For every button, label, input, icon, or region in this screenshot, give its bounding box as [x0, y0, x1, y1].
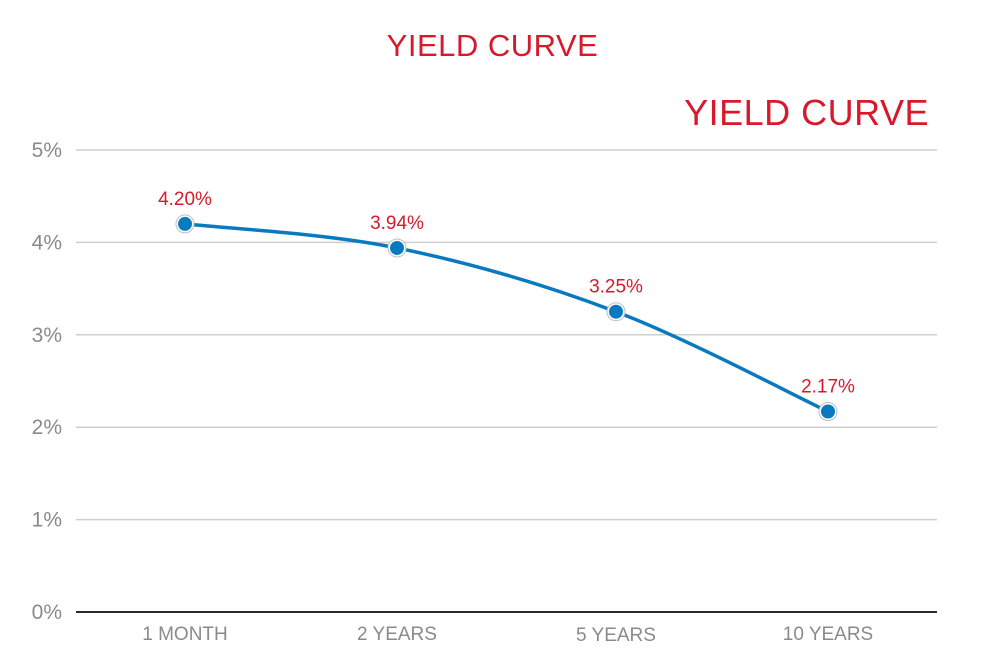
data-label: 2.17%	[801, 376, 855, 397]
data-point	[821, 404, 835, 419]
x-tick-label: 10 YEARS	[783, 624, 873, 645]
y-tick-label: 4%	[32, 231, 62, 254]
data-point	[609, 304, 623, 319]
x-tick-label: 1 MONTH	[142, 624, 228, 645]
y-tick-label: 3%	[32, 324, 62, 347]
chart-title: YIELD CURVE	[386, 28, 599, 63]
y-tick-label: 0%	[32, 601, 62, 624]
y-tick-label: 1%	[32, 509, 62, 532]
x-tick-label: 2 YEARS	[357, 624, 437, 645]
y-tick-label: 5%	[32, 139, 62, 162]
y-tick-label: 2%	[32, 416, 62, 439]
x-tick-label: 5 YEARS	[576, 625, 656, 646]
series-line	[183, 222, 830, 414]
data-point	[390, 240, 404, 255]
data-label: 4.20%	[158, 189, 212, 210]
chart-title-secondary: YIELD CURVE	[684, 92, 929, 133]
data-point	[178, 216, 192, 231]
data-label: 3.25%	[589, 277, 643, 298]
data-label: 3.94%	[370, 213, 424, 234]
